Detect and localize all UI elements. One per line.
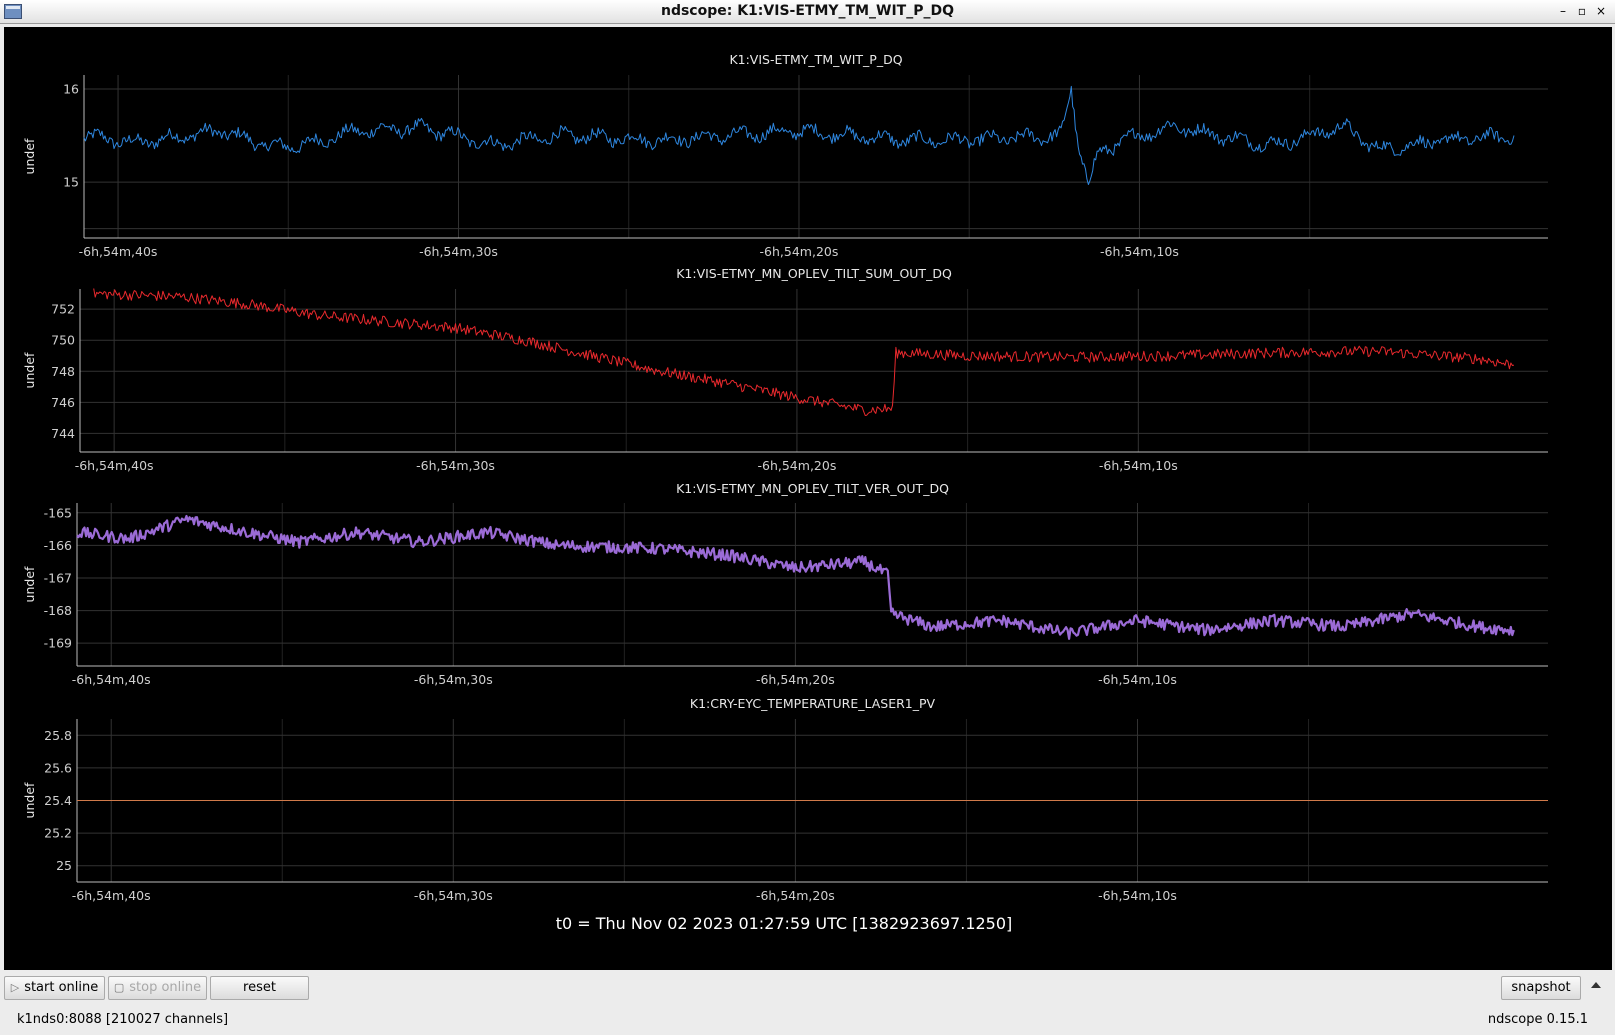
x-tick-label: -6h,54m,40s	[72, 888, 151, 903]
x-tick-label: -6h,54m,10s	[1099, 458, 1178, 473]
x-tick-label: -6h,54m,30s	[414, 672, 493, 687]
x-tick-label: -6h,54m,30s	[416, 458, 495, 473]
x-tick-label: -6h,54m,20s	[756, 888, 835, 903]
x-tick-label: -6h,54m,20s	[760, 244, 839, 259]
y-axis-label: undef	[22, 566, 37, 602]
expand-arrow-icon[interactable]	[1591, 982, 1601, 988]
toolbar: ▷ start online ▢ stop online reset snapsho…	[0, 974, 1615, 1004]
series-line	[76, 514, 1515, 640]
plot-panel-3: K1:VIS-ETMY_MN_OPLEV_TILT_VER_OUT_DQunde…	[22, 481, 1548, 687]
close-icon[interactable]: ×	[1595, 4, 1607, 18]
plot-title: K1:CRY-EYC_TEMPERATURE_LASER1_PV	[690, 696, 936, 711]
play-icon: ▷	[10, 981, 20, 994]
y-tick-label: -165	[44, 505, 72, 520]
x-tick-label: -6h,54m,30s	[414, 888, 493, 903]
y-tick-label: 16	[63, 81, 79, 96]
y-tick-label: 752	[51, 302, 75, 317]
x-tick-label: -6h,54m,30s	[419, 244, 498, 259]
plot-panel-2: K1:VIS-ETMY_MN_OPLEV_TILT_SUM_OUT_DQunde…	[22, 266, 1548, 473]
series-line	[83, 85, 1515, 185]
y-tick-label: 746	[51, 395, 75, 410]
y-tick-label: 748	[51, 364, 75, 379]
start-online-button[interactable]: ▷ start online	[4, 976, 105, 1000]
y-tick-label: 15	[63, 175, 79, 190]
reset-button[interactable]: reset	[210, 976, 309, 1000]
y-tick-label: 25	[56, 858, 72, 873]
app-window-icon[interactable]	[4, 4, 22, 19]
y-tick-label: 25.4	[44, 793, 72, 808]
t0-label: t0 = Thu Nov 02 2023 01:27:59 UTC [13829…	[556, 914, 1013, 933]
y-tick-label: 25.8	[44, 728, 72, 743]
plot-title: K1:VIS-ETMY_MN_OPLEV_TILT_VER_OUT_DQ	[676, 481, 949, 496]
x-tick-label: -6h,54m,10s	[1098, 888, 1177, 903]
stop-online-button[interactable]: ▢ stop online	[108, 976, 207, 1000]
server-status: k1nds0:8088 [210027 channels]	[17, 1012, 229, 1027]
window-title: ndscope: K1:VIS-ETMY_TM_WIT_P_DQ	[660, 3, 954, 19]
maximize-icon[interactable]: ▫	[1577, 4, 1587, 18]
x-tick-label: -6h,54m,40s	[72, 672, 151, 687]
title-bar: ndscope: K1:VIS-ETMY_TM_WIT_P_DQ – ▫ ×	[0, 0, 1615, 24]
y-tick-label: 25.6	[44, 760, 72, 775]
y-tick-label: -166	[44, 538, 72, 553]
y-tick-label: -169	[44, 636, 72, 651]
series-line	[93, 288, 1515, 416]
y-tick-label: -168	[44, 603, 72, 618]
snapshot-button[interactable]: snapshot	[1501, 976, 1581, 1000]
y-axis-label: undef	[22, 782, 37, 818]
y-tick-label: 25.2	[44, 826, 72, 841]
x-tick-label: -6h,54m,20s	[758, 458, 837, 473]
minimize-icon[interactable]: –	[1560, 4, 1566, 18]
stop-online-label: stop online	[129, 980, 202, 995]
x-tick-label: -6h,54m,40s	[79, 244, 158, 259]
start-online-label: start online	[24, 980, 99, 995]
y-tick-label: -167	[44, 570, 72, 585]
x-tick-label: -6h,54m,10s	[1100, 244, 1179, 259]
version-label: ndscope 0.15.1	[1487, 1012, 1588, 1027]
plot-title: K1:VIS-ETMY_TM_WIT_P_DQ	[729, 52, 902, 67]
status-bar: k1nds0:8088 [210027 channels] ndscope 0.…	[0, 1006, 1615, 1035]
y-axis-label: undef	[22, 352, 37, 388]
y-tick-label: 750	[51, 333, 75, 348]
x-tick-label: -6h,54m,10s	[1098, 672, 1177, 687]
y-axis-label: undef	[22, 138, 37, 174]
plot-title: K1:VIS-ETMY_MN_OPLEV_TILT_SUM_OUT_DQ	[676, 266, 952, 281]
x-tick-label: -6h,54m,20s	[756, 672, 835, 687]
stop-icon: ▢	[113, 981, 125, 994]
x-tick-label: -6h,54m,40s	[75, 458, 154, 473]
y-tick-label: 744	[51, 426, 75, 441]
